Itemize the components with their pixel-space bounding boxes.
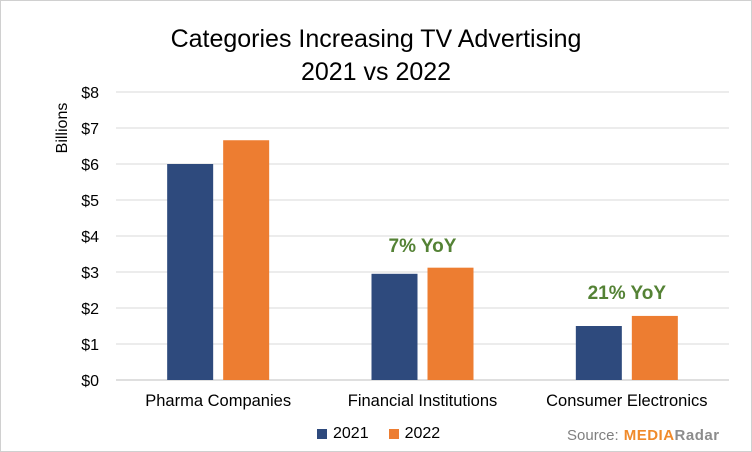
chart-title: Categories Increasing TV Advertising 202… [1, 23, 751, 89]
source-credit: Source: MEDIA Radar [567, 427, 720, 444]
y-tick-label-2: $2 [81, 301, 99, 318]
y-tick-label-7: $7 [81, 121, 99, 138]
x-tick-label-1: Financial Institutions [348, 392, 498, 410]
legend-label-2021: 2021 [333, 425, 369, 442]
y-axis-label: Billions [54, 103, 71, 154]
source-brand-radar: Radar [674, 427, 720, 444]
bar-2021-2 [575, 326, 622, 380]
source-prefix: Source: [567, 427, 619, 444]
y-tick-label-0: $0 [81, 373, 99, 390]
bar-2021-0 [167, 164, 214, 380]
legend-item-2021: 2021 [317, 425, 369, 443]
source-brand-media: MEDIA [623, 427, 675, 444]
yoy-annotation-1: 21% YoY [588, 283, 667, 304]
y-tick-label-8: $8 [81, 85, 99, 102]
y-tick-label-3: $3 [81, 265, 99, 282]
bar-2022-0 [223, 140, 270, 380]
bar-2022-2 [631, 315, 678, 380]
bar-2021-1 [371, 273, 418, 380]
x-tick-label-2: Consumer Electronics [546, 392, 707, 410]
bar-2022-1 [427, 267, 474, 380]
legend-swatch-2022 [388, 429, 399, 439]
y-tick-label-5: $5 [81, 193, 99, 210]
legend-swatch-2021 [317, 429, 327, 439]
legend: 2021 2022 [317, 425, 460, 443]
legend-item-2022: 2022 [388, 425, 441, 443]
y-tick-label-4: $4 [81, 229, 99, 246]
chart-title-line2: 2021 vs 2022 [300, 58, 452, 86]
x-tick-label-0: Pharma Companies [145, 392, 291, 410]
chart-title-line1: Categories Increasing TV Advertising [170, 25, 582, 53]
legend-label-2022: 2022 [404, 425, 441, 442]
yoy-annotation-0: 7% YoY [389, 236, 457, 257]
y-tick-label-6: $6 [81, 157, 99, 174]
y-tick-label-1: $1 [81, 337, 99, 354]
